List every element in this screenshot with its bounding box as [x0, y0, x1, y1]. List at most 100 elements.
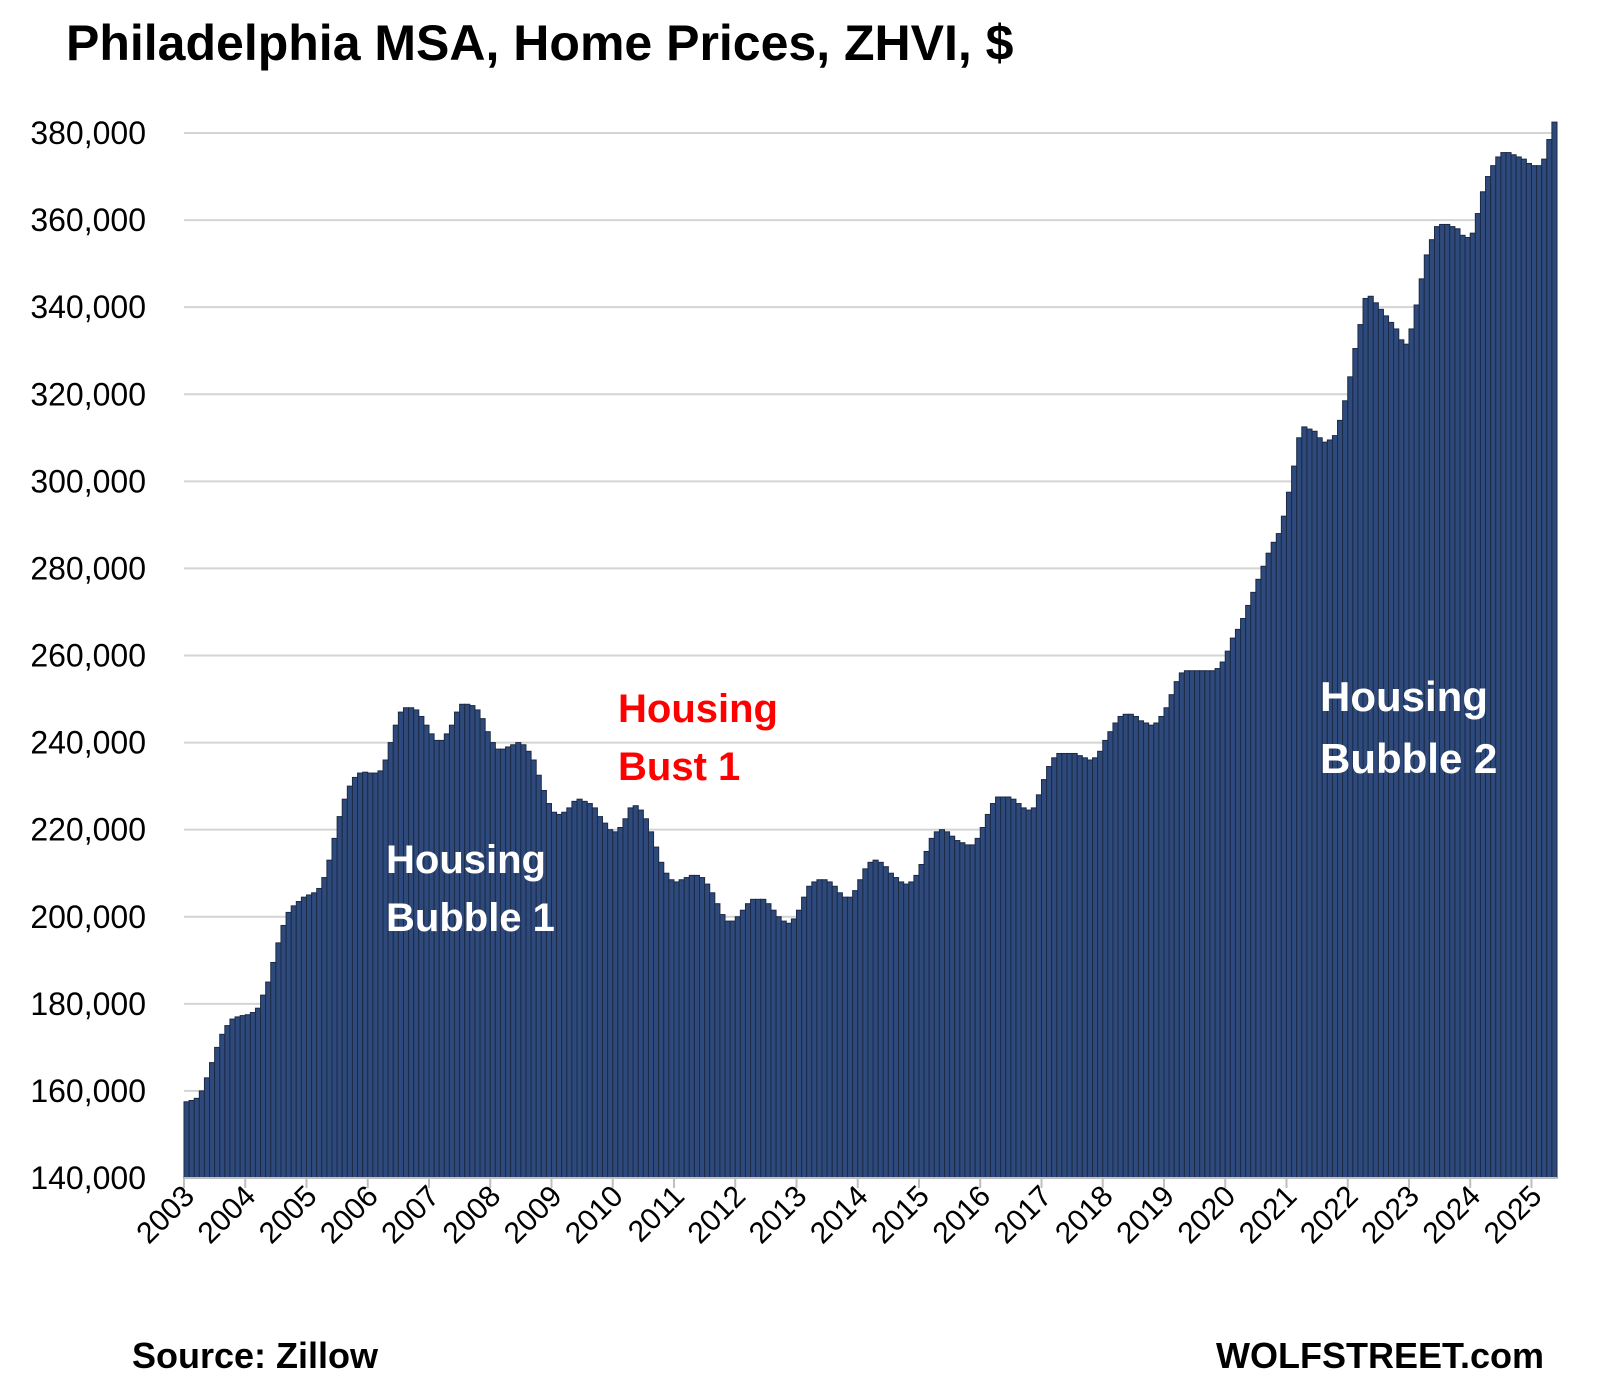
bar	[326, 859, 333, 1179]
bar	[510, 744, 517, 1179]
bar	[234, 1016, 241, 1179]
bar	[944, 831, 951, 1179]
bar	[566, 807, 573, 1179]
bar	[367, 772, 374, 1179]
bar	[1132, 715, 1139, 1179]
x-tick-label: 2007	[375, 1180, 446, 1251]
x-tick-label: 2004	[192, 1180, 263, 1251]
bar	[448, 724, 456, 1179]
bar	[1015, 803, 1022, 1179]
bar	[699, 877, 706, 1179]
bar	[392, 724, 399, 1179]
bar	[1204, 670, 1211, 1179]
bar	[1285, 491, 1293, 1179]
bar	[1530, 165, 1538, 1179]
annotation-housing-bust-1: Housing Bust 1	[618, 680, 778, 796]
bar	[867, 861, 874, 1179]
bar	[1515, 156, 1522, 1179]
bar	[1525, 162, 1532, 1179]
x-tick-label: 2006	[314, 1180, 385, 1251]
y-tick-label: 320,000	[30, 376, 146, 412]
y-tick-label: 340,000	[30, 289, 146, 325]
x-tick-label: 2023	[1355, 1180, 1426, 1251]
x-tick-label: 2018	[1049, 1180, 1120, 1251]
bar	[270, 961, 277, 1179]
bar	[280, 924, 287, 1179]
bar	[765, 903, 772, 1179]
bar	[811, 881, 818, 1179]
bar	[423, 724, 430, 1179]
bar	[1158, 715, 1165, 1179]
bar	[724, 920, 731, 1179]
bar	[1255, 578, 1262, 1179]
y-tick-label: 140,000	[30, 1160, 146, 1196]
bar	[494, 748, 501, 1179]
bar	[306, 894, 313, 1179]
bar	[1066, 752, 1073, 1179]
bar	[688, 874, 695, 1179]
bar	[285, 911, 292, 1179]
bar	[862, 868, 869, 1179]
bar	[872, 859, 879, 1179]
annotation-line: Bubble 2	[1320, 735, 1498, 782]
bar	[418, 715, 425, 1179]
bar	[209, 1062, 216, 1179]
bar	[1214, 668, 1221, 1179]
bar	[1107, 731, 1114, 1179]
bar	[979, 826, 986, 1179]
bar	[1224, 650, 1231, 1179]
bar	[923, 850, 930, 1179]
bar	[637, 809, 644, 1179]
bar	[1040, 779, 1048, 1179]
x-axis	[183, 1177, 1557, 1188]
bar	[709, 892, 716, 1179]
bar	[816, 879, 823, 1179]
bar	[887, 872, 894, 1179]
bar	[505, 746, 512, 1179]
bar	[1219, 661, 1226, 1179]
bar	[1337, 419, 1344, 1179]
bar	[357, 772, 364, 1179]
bar	[841, 896, 849, 1179]
bar	[1097, 750, 1104, 1179]
x-tick-label: 2016	[927, 1180, 998, 1251]
bar	[785, 922, 792, 1179]
x-tick-label: 2022	[1294, 1180, 1365, 1251]
bar	[229, 1018, 236, 1179]
bar	[602, 822, 609, 1179]
bar	[1199, 670, 1206, 1179]
y-axis-ticks: 140,000 160,000 180,000 200,000 220,000 240,0…	[30, 115, 146, 1196]
bar	[928, 837, 935, 1179]
bar	[642, 818, 649, 1179]
bar	[556, 813, 563, 1179]
x-tick-label: 2024	[1417, 1180, 1488, 1251]
bar	[224, 1025, 231, 1179]
bar	[795, 909, 803, 1179]
bar	[790, 918, 797, 1179]
bar	[1260, 565, 1267, 1179]
y-tick-label: 240,000	[30, 725, 146, 761]
y-tick-label: 280,000	[30, 550, 146, 586]
bar	[750, 898, 757, 1179]
bar	[612, 831, 619, 1179]
bar	[1500, 152, 1507, 1179]
y-tick-label: 260,000	[30, 638, 146, 674]
bar	[739, 909, 746, 1179]
bar	[1148, 724, 1155, 1179]
y-tick-label: 300,000	[30, 463, 146, 499]
bar	[852, 890, 859, 1179]
bar	[903, 883, 910, 1179]
bar	[438, 739, 445, 1179]
bar	[719, 914, 726, 1179]
bar	[780, 920, 787, 1179]
bar	[1270, 541, 1277, 1179]
bar	[1076, 755, 1083, 1179]
bar	[239, 1015, 246, 1179]
bar	[382, 759, 389, 1179]
bar	[295, 901, 302, 1179]
bar	[964, 844, 971, 1179]
bar	[1183, 670, 1191, 1179]
bar	[561, 811, 568, 1179]
bar	[290, 905, 297, 1179]
